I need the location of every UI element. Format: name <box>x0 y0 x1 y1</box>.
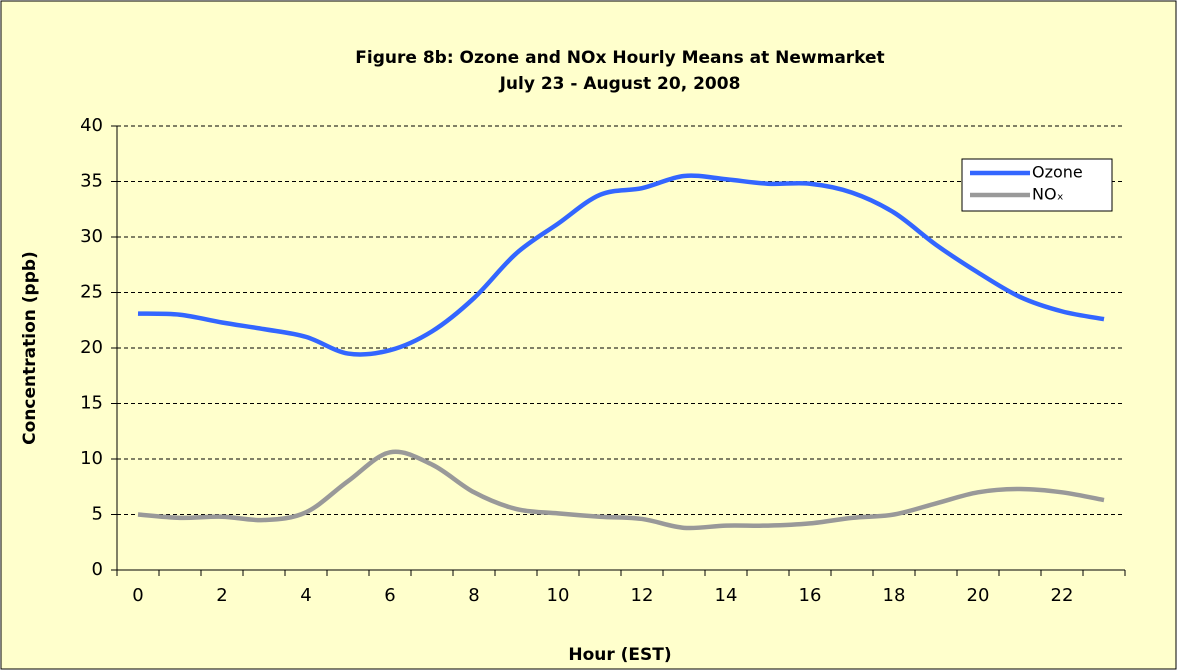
series-line <box>137 449 1105 531</box>
y-tick-label: 5 <box>92 504 103 525</box>
chart-subtitle: July 23 - August 20, 2008 <box>499 74 741 94</box>
x-tick-label: 0 <box>132 585 143 606</box>
x-tick-label: 2 <box>216 585 227 606</box>
y-tick-label: 10 <box>80 448 103 469</box>
series-line <box>137 173 1105 357</box>
y-tick-label: 40 <box>80 115 103 136</box>
y-tick-label: 25 <box>80 282 103 303</box>
legend-label: Ozone <box>1032 163 1083 182</box>
y-tick-label: 30 <box>80 226 103 247</box>
x-tick-label: 10 <box>547 585 570 606</box>
chart-title: Figure 8b: Ozone and NOx Hourly Means at… <box>355 48 884 68</box>
x-tick-label: 4 <box>300 585 311 606</box>
x-tick-label: 18 <box>883 585 906 606</box>
legend-label: NOₓ <box>1032 185 1064 204</box>
x-tick-label: 20 <box>967 585 990 606</box>
y-tick-label: 15 <box>80 393 103 414</box>
legend-box <box>961 158 1113 212</box>
x-tick-label: 16 <box>799 585 822 606</box>
x-tick-label: 14 <box>715 585 738 606</box>
y-axis-title: Concentration (ppb) <box>20 251 40 445</box>
y-tick-label: 0 <box>92 559 103 580</box>
x-axis-title: Hour (EST) <box>568 645 671 665</box>
x-tick-label: 12 <box>631 585 654 606</box>
x-tick-label: 8 <box>468 585 479 606</box>
y-tick-label: 20 <box>80 337 103 358</box>
x-tick-label: 6 <box>384 585 395 606</box>
x-tick-label: 22 <box>1051 585 1074 606</box>
y-tick-label: 35 <box>80 171 103 192</box>
